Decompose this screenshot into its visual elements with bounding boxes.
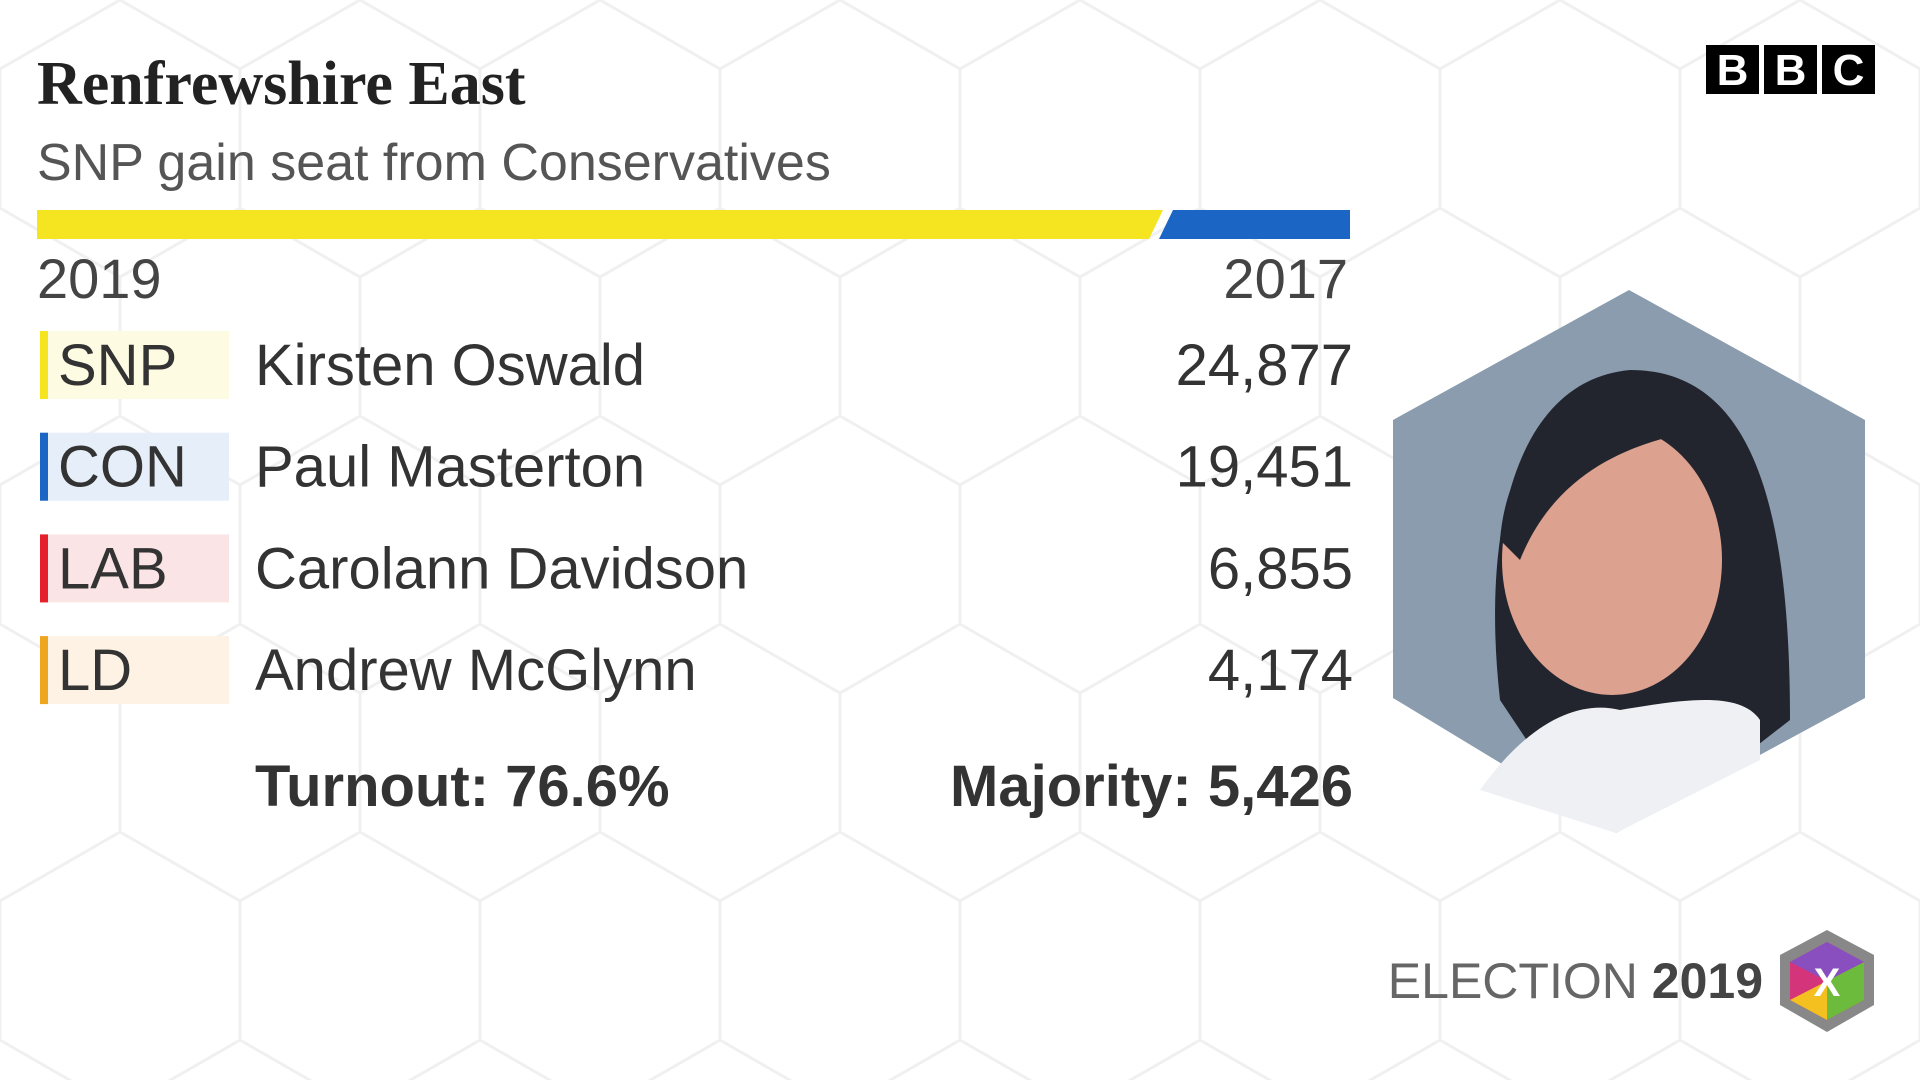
- votes: 6,855: [1208, 536, 1353, 601]
- candidate: Carolann Davidson: [255, 536, 748, 601]
- party-tint: [40, 636, 229, 705]
- candidate: Kirsten Oswald: [255, 333, 645, 398]
- badge-mark: X: [1814, 961, 1841, 1005]
- logo-letter: B: [1717, 46, 1749, 95]
- votes: 19,451: [1176, 435, 1353, 500]
- party: CON: [58, 435, 187, 500]
- party: LAB: [58, 536, 168, 601]
- party-stripe: [40, 331, 48, 399]
- turnout: Turnout: 76.6%: [255, 754, 670, 819]
- party-stripe: [40, 636, 48, 705]
- votes: 4,174: [1208, 638, 1353, 703]
- candidate: Paul Masterton: [255, 435, 645, 500]
- footer-year: 2019: [1652, 953, 1763, 1009]
- candidate: Andrew McGlynn: [255, 638, 697, 703]
- logo-box: [1706, 45, 1759, 94]
- footer: ELECTION 2019: [1388, 953, 1763, 1009]
- logo-box: [1822, 45, 1875, 94]
- footer-label: ELECTION: [1388, 953, 1638, 1009]
- year-current: 2019: [37, 247, 162, 310]
- votes: 24,877: [1176, 333, 1353, 398]
- logo-letter: B: [1775, 46, 1807, 95]
- election-badge: X: [1780, 930, 1874, 1032]
- majority: Majority: 5,426: [950, 754, 1353, 819]
- year-previous: 2017: [1223, 247, 1348, 310]
- results: SNP Kirsten Oswald 24,877 CON Paul Masterton…: [40, 331, 1353, 705]
- new-party-bar: [37, 210, 1163, 239]
- old-party-bar: [1159, 210, 1350, 239]
- logo-letter: C: [1833, 46, 1865, 95]
- logo-box: [1764, 45, 1817, 94]
- party-stripe: [40, 432, 48, 501]
- title: Renfrewshire East: [37, 50, 526, 118]
- party-stripe: [40, 534, 48, 603]
- party-tint: [40, 432, 229, 501]
- party-tint: [40, 534, 229, 603]
- candidate-photo: [1393, 290, 1865, 833]
- party: LD: [58, 638, 132, 703]
- party-tint: [40, 331, 229, 399]
- subtitle: SNP gain seat from Conservatives: [37, 134, 831, 192]
- party: SNP: [58, 333, 177, 398]
